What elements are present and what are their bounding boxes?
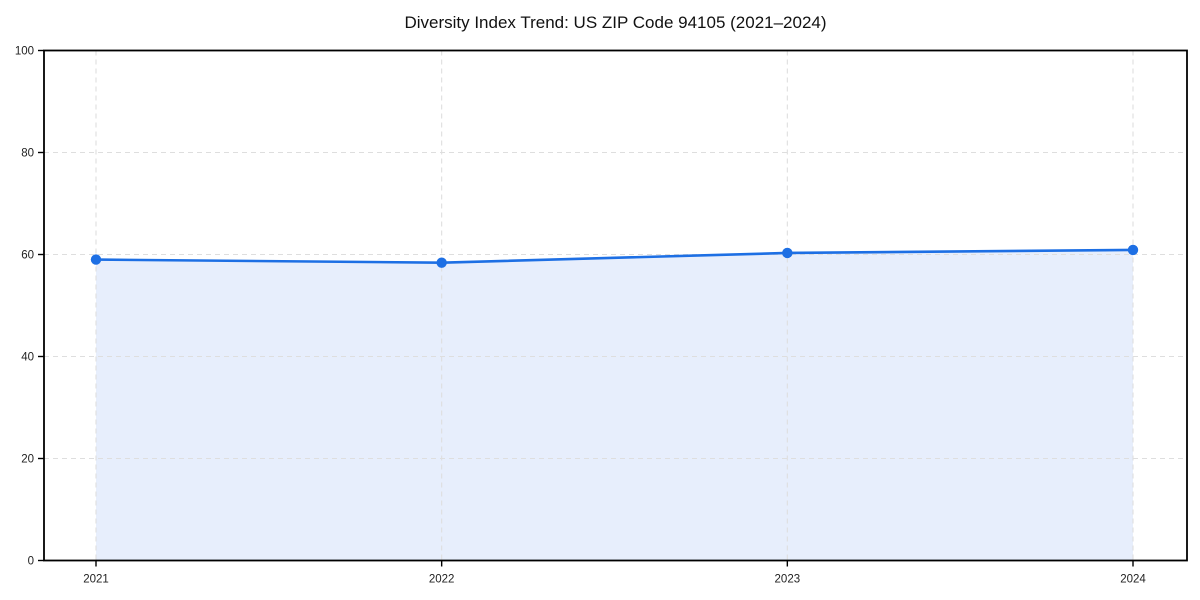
chart-title: Diversity Index Trend: US ZIP Code 94105… — [404, 13, 826, 32]
area-fill — [96, 249, 1133, 561]
x-tick-label: 2021 — [83, 574, 109, 586]
y-tick-label: 20 — [21, 454, 34, 466]
data-point-2024 — [1127, 244, 1139, 256]
y-tick-label: 80 — [21, 148, 34, 160]
y-tick-label: 40 — [21, 352, 34, 364]
x-tick-label: 2022 — [429, 574, 455, 586]
data-point-2023 — [782, 247, 793, 259]
y-tick-label: 60 — [21, 250, 34, 262]
data-point-2022 — [436, 257, 447, 268]
trend-line — [94, 248, 1135, 264]
x-tick-label: 2023 — [775, 574, 801, 586]
y-tick-label: 100 — [15, 46, 34, 58]
plot-area: 0 20 40 60 80 100 2021 2022 2023 2024 — [15, 46, 1188, 586]
x-tick-label: 2024 — [1120, 574, 1146, 586]
data-point-2021 — [90, 254, 102, 265]
y-tick-label: 0 — [28, 556, 34, 568]
axes-border — [43, 49, 1188, 562]
